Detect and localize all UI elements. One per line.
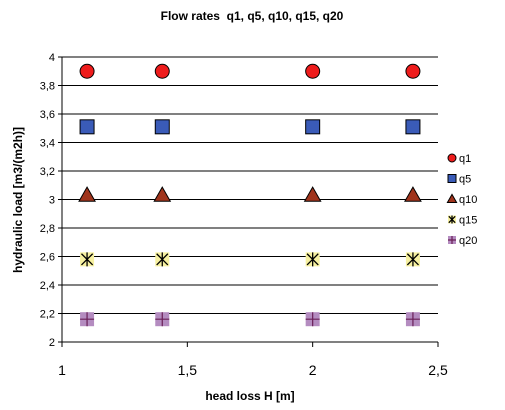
y-tick-label: 2,4 — [40, 280, 55, 292]
y-axis-title: hydraulic load [m3/(m2h)] — [11, 127, 25, 273]
point-q1 — [79, 63, 95, 79]
y-tick-label: 3 — [49, 195, 55, 207]
legend-item-q1: q1 — [447, 153, 471, 165]
legend-item-q15: q15 — [448, 215, 477, 227]
chart-title: Flow rates q1, q5, q10, q15, q20 — [161, 9, 344, 23]
point-q20 — [405, 312, 420, 327]
point-q15 — [155, 252, 170, 267]
y-tick-label: 4 — [49, 52, 55, 64]
plot-area: 2 2,2 2,4 2,6 2,8 3 3,2 3,4 3,6 3,8 4 1 1,5 2 2,5 — [40, 52, 448, 378]
point-q10 — [153, 186, 172, 202]
series-q15 — [80, 252, 420, 267]
point-q10 — [303, 186, 322, 202]
point-q15 — [80, 252, 95, 267]
legend: q1 q5 q10 q15 q20 — [442, 147, 494, 252]
legend-item-q5: q5 — [447, 174, 471, 186]
legend-item-q10: q10 — [446, 193, 477, 206]
series-q20 — [80, 312, 420, 327]
legend-marker-q10 — [446, 193, 458, 203]
x-tick-label: 1,5 — [178, 362, 198, 378]
x-tick-label: 1 — [58, 362, 66, 378]
x-tick-label: 2,5 — [428, 362, 448, 378]
y-tick-label: 2,6 — [40, 252, 55, 264]
point-q5 — [79, 119, 95, 135]
point-q15 — [305, 252, 320, 267]
y-tick-label: 3,4 — [40, 138, 55, 150]
series-q5 — [79, 119, 421, 135]
y-tick-label: 3,8 — [40, 81, 55, 93]
legend-label-q20: q20 — [459, 235, 477, 247]
point-q5 — [305, 119, 321, 135]
legend-label-q15: q15 — [459, 215, 477, 227]
legend-item-q20: q20 — [448, 235, 477, 247]
point-q5 — [405, 119, 421, 135]
x-axis-title: head loss H [m] — [205, 389, 294, 403]
series-q10 — [78, 186, 422, 202]
point-q1 — [305, 63, 321, 79]
y-tick-label: 2,8 — [40, 223, 55, 235]
y-tick-label: 3,2 — [40, 166, 55, 178]
series-q1 — [79, 63, 421, 79]
x-tick-label: 2 — [309, 362, 317, 378]
y-tick-label: 2 — [49, 337, 55, 349]
y-tick-label: 3,6 — [40, 109, 55, 121]
point-q5 — [154, 119, 170, 135]
point-q20 — [80, 312, 95, 327]
y-tick-label: 2,2 — [40, 309, 55, 321]
point-q20 — [305, 312, 320, 327]
point-q10 — [404, 186, 422, 202]
legend-marker-q20 — [448, 236, 456, 244]
legend-marker-q5 — [447, 174, 457, 183]
legend-label-q1: q1 — [459, 153, 471, 165]
point-q20 — [155, 312, 170, 327]
point-q15 — [405, 252, 420, 267]
legend-marker-q15 — [448, 215, 456, 224]
legend-label-q10: q10 — [459, 194, 477, 206]
point-q1 — [154, 63, 170, 79]
legend-marker-q1 — [447, 153, 457, 163]
point-q1 — [405, 63, 421, 79]
legend-label-q5: q5 — [459, 174, 471, 186]
point-q10 — [78, 186, 96, 202]
